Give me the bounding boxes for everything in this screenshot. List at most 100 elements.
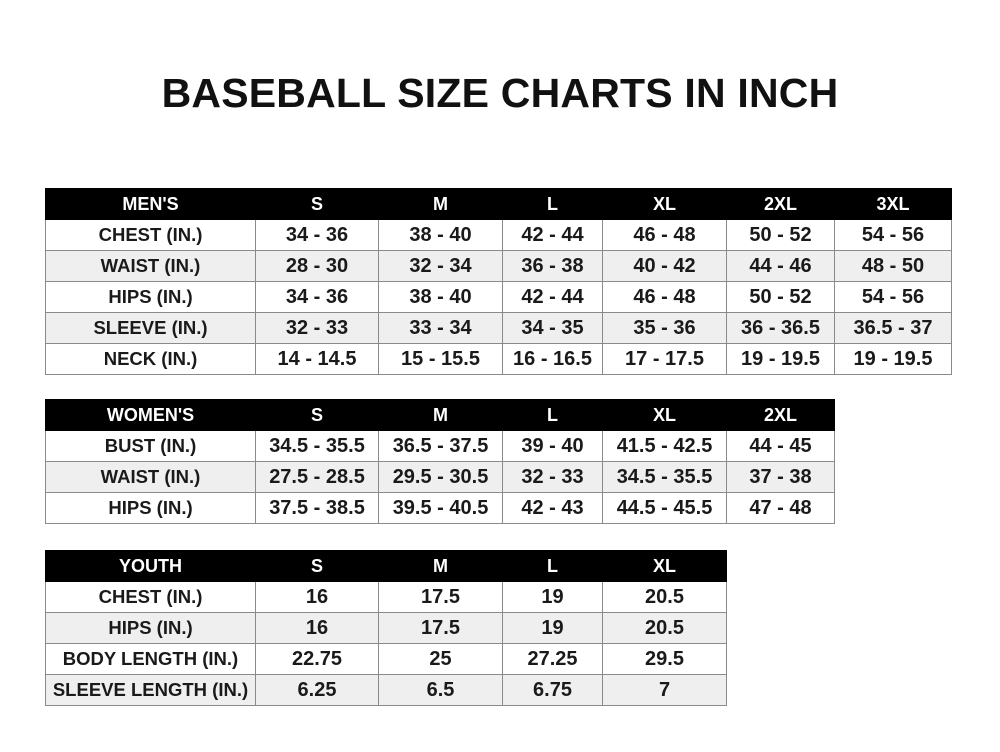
header-row: MEN'S S M L XL 2XL 3XL [45,188,952,220]
measurement-cell: 33 - 34 [378,312,503,344]
measurement-cell: 44 - 46 [726,250,835,282]
measurement-cell: 48 - 50 [834,250,952,282]
measurement-label: HIPS (IN.) [45,612,256,644]
measurement-cell: 15 - 15.5 [378,343,503,375]
measurement-cell: 39 - 40 [502,430,603,462]
measurement-label: BODY LENGTH (IN.) [45,643,256,675]
size-header: 3XL [834,188,952,220]
measurement-label: WAIST (IN.) [45,461,256,493]
measurement-cell: 16 [255,581,379,613]
measurement-cell: 25 [378,643,503,675]
measurement-cell: 34.5 - 35.5 [255,430,379,462]
table-row: HIPS (IN.) 16 17.5 19 20.5 [45,612,727,644]
table-row: SLEEVE (IN.) 32 - 33 33 - 34 34 - 35 35 - 36… [45,312,952,344]
size-header: S [255,188,379,220]
youth-size-table: YOUTH S M L XL CHEST (IN.) 16 17.5 19 20.5 HIPS (I… [45,550,727,706]
measurement-cell: 32 - 33 [255,312,379,344]
page-title: BASEBALL SIZE CHARTS IN INCH [161,70,839,116]
measurement-cell: 36.5 - 37.5 [378,430,503,462]
measurement-label: NECK (IN.) [45,343,256,375]
measurement-cell: 54 - 56 [834,219,952,251]
measurement-cell: 40 - 42 [602,250,727,282]
table-row: HIPS (IN.) 34 - 36 38 - 40 42 - 44 46 - 48 50… [45,281,952,313]
measurement-cell: 16 [255,612,379,644]
measurement-cell: 50 - 52 [726,219,835,251]
measurement-label: SLEEVE LENGTH (IN.) [45,674,256,706]
size-header: 2XL [726,399,835,431]
measurement-cell: 37.5 - 38.5 [255,492,379,524]
size-header: M [378,188,503,220]
category-header: YOUTH [45,550,256,582]
measurement-cell: 27.25 [502,643,603,675]
measurement-cell: 54 - 56 [834,281,952,313]
measurement-cell: 19 - 19.5 [834,343,952,375]
header-row: YOUTH S M L XL [45,550,727,582]
womens-size-table: WOMEN'S S M L XL 2XL BUST (IN.) 34.5 - 35.5 36.5… [45,399,835,524]
measurement-cell: 50 - 52 [726,281,835,313]
measurement-cell: 46 - 48 [602,219,727,251]
size-header: L [502,550,603,582]
measurement-cell: 19 - 19.5 [726,343,835,375]
measurement-cell: 17 - 17.5 [602,343,727,375]
header-row: WOMEN'S S M L XL 2XL [45,399,835,431]
measurement-cell: 19 [502,581,603,613]
measurement-cell: 29.5 [602,643,727,675]
measurement-label: WAIST (IN.) [45,250,256,282]
measurement-cell: 17.5 [378,612,503,644]
size-header: S [255,550,379,582]
size-header: M [378,399,503,431]
measurement-cell: 34 - 36 [255,219,379,251]
measurement-cell: 38 - 40 [378,219,503,251]
table-row: NECK (IN.) 14 - 14.5 15 - 15.5 16 - 16.5 17 … [45,343,952,375]
size-header: M [378,550,503,582]
mens-size-table: MEN'S S M L XL 2XL 3XL CHEST (IN.) 34 - 36 38 - 4… [45,188,952,375]
size-header: XL [602,399,727,431]
measurement-cell: 39.5 - 40.5 [378,492,503,524]
measurement-label: SLEEVE (IN.) [45,312,256,344]
measurement-label: HIPS (IN.) [45,281,256,313]
measurement-cell: 46 - 48 [602,281,727,313]
size-header: L [502,188,603,220]
measurement-cell: 34 - 35 [502,312,603,344]
size-header: L [502,399,603,431]
category-header: MEN'S [45,188,256,220]
measurement-label: HIPS (IN.) [45,492,256,524]
measurement-cell: 29.5 - 30.5 [378,461,503,493]
category-header: WOMEN'S [45,399,256,431]
measurement-cell: 28 - 30 [255,250,379,282]
measurement-cell: 35 - 36 [602,312,727,344]
measurement-cell: 6.25 [255,674,379,706]
table-row: CHEST (IN.) 34 - 36 38 - 40 42 - 44 46 - 48 5… [45,219,952,251]
measurement-cell: 34 - 36 [255,281,379,313]
measurement-cell: 37 - 38 [726,461,835,493]
measurement-cell: 6.75 [502,674,603,706]
measurement-cell: 7 [602,674,727,706]
size-header: S [255,399,379,431]
measurement-cell: 34.5 - 35.5 [602,461,727,493]
measurement-cell: 47 - 48 [726,492,835,524]
measurement-cell: 17.5 [378,581,503,613]
measurement-cell: 36.5 - 37 [834,312,952,344]
measurement-cell: 22.75 [255,643,379,675]
measurement-cell: 44 - 45 [726,430,835,462]
table-row: SLEEVE LENGTH (IN.) 6.25 6.5 6.75 7 [45,674,727,706]
measurement-cell: 42 - 43 [502,492,603,524]
table-row: WAIST (IN.) 27.5 - 28.5 29.5 - 30.5 32 - 33… [45,461,835,493]
measurement-cell: 38 - 40 [378,281,503,313]
size-header: XL [602,188,727,220]
measurement-cell: 19 [502,612,603,644]
table-row: BODY LENGTH (IN.) 22.75 25 27.25 29.5 [45,643,727,675]
measurement-cell: 16 - 16.5 [502,343,603,375]
size-header: 2XL [726,188,835,220]
table-row: CHEST (IN.) 16 17.5 19 20.5 [45,581,727,613]
table-row: HIPS (IN.) 37.5 - 38.5 39.5 - 40.5 42 - 43 4… [45,492,835,524]
table-row: BUST (IN.) 34.5 - 35.5 36.5 - 37.5 39 - 40 4… [45,430,835,462]
measurement-cell: 27.5 - 28.5 [255,461,379,493]
measurement-cell: 20.5 [602,612,727,644]
measurement-cell: 20.5 [602,581,727,613]
measurement-cell: 6.5 [378,674,503,706]
measurement-cell: 44.5 - 45.5 [602,492,727,524]
measurement-label: BUST (IN.) [45,430,256,462]
measurement-label: CHEST (IN.) [45,219,256,251]
size-header: XL [602,550,727,582]
